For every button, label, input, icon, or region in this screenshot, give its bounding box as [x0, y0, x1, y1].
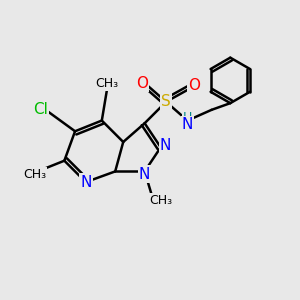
Text: CH₃: CH₃ [149, 194, 172, 207]
Text: Cl: Cl [33, 102, 48, 117]
Text: N: N [139, 167, 150, 182]
Text: N: N [182, 117, 193, 132]
Text: N: N [160, 139, 171, 154]
Text: CH₃: CH₃ [96, 76, 119, 90]
Text: CH₃: CH₃ [23, 168, 46, 181]
Text: H: H [183, 111, 192, 124]
Text: S: S [161, 94, 171, 109]
Text: N: N [80, 175, 92, 190]
Text: O: O [188, 78, 200, 93]
Text: O: O [136, 76, 148, 91]
